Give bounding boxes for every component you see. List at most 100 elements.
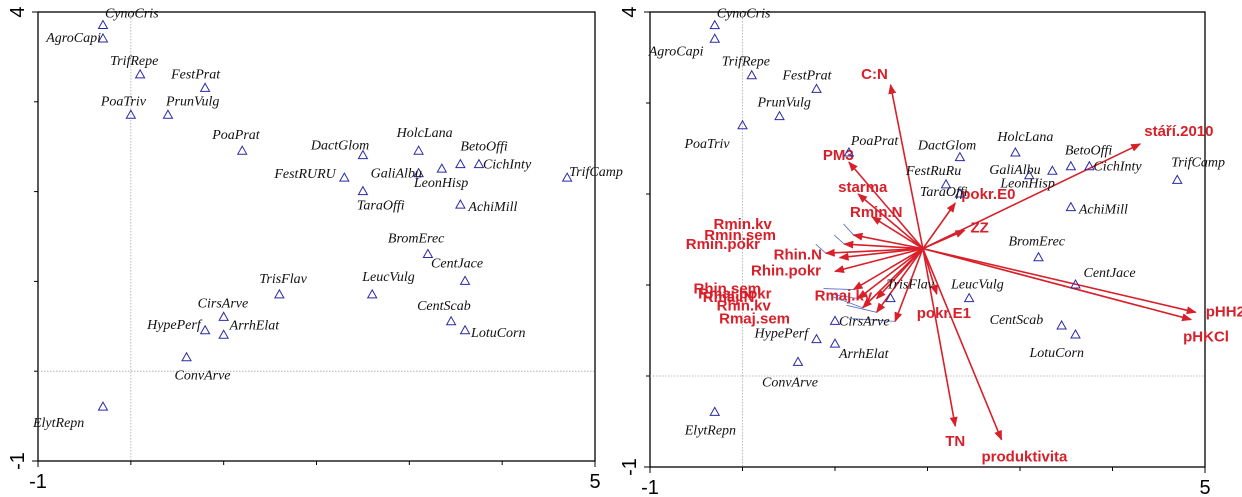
species-point — [236, 145, 248, 155]
species-point — [445, 315, 457, 326]
env-vector-label: pokr.E0 — [961, 186, 1015, 203]
env-vector-label: PM3 — [823, 147, 854, 164]
species-label: AgroCapi — [45, 31, 101, 46]
species-point — [1084, 160, 1095, 171]
env-vector-arrow — [852, 232, 924, 250]
species-point — [709, 406, 721, 416]
species-point — [181, 351, 192, 362]
env-vector-label: Rhin.pokr — [751, 262, 821, 279]
x-tick-label: 5 — [589, 471, 600, 493]
species-label: ElytRepn — [684, 423, 736, 438]
env-vector-arrow — [894, 248, 924, 323]
x-tick-label: -1 — [29, 471, 47, 493]
env-vector-label: Rmin.N — [850, 204, 903, 221]
species-label: FestPrat — [170, 67, 221, 82]
species-point — [954, 151, 966, 162]
species-label: TaraOffi — [357, 199, 405, 214]
env-vector-arrow — [843, 240, 923, 250]
species-label: FestRURU — [273, 167, 336, 182]
species-point — [829, 338, 841, 348]
species-point — [811, 83, 822, 93]
supplementary-link-line — [849, 318, 896, 322]
species-label: BromErec — [1009, 235, 1066, 250]
species-label: BetoOffi — [1065, 144, 1113, 159]
species-label: LotuCorn — [470, 326, 525, 341]
env-vector-arrow — [922, 247, 1193, 322]
species-label: CichInty — [1093, 160, 1142, 175]
species-point — [1070, 278, 1081, 289]
supplementary-link-line — [846, 304, 877, 313]
species-point — [422, 248, 434, 258]
plot-frame — [37, 11, 596, 462]
species-point — [709, 19, 721, 30]
species-point — [1065, 201, 1077, 212]
env-vector-arrow — [871, 216, 924, 250]
env-vector-label: pHH2O — [1206, 303, 1242, 320]
species-point — [843, 147, 855, 157]
species-point — [963, 292, 975, 303]
species-point — [134, 68, 146, 79]
species-label: TrifRepe — [110, 54, 158, 69]
species-label: PoaPrat — [850, 134, 900, 149]
env-vector-arrow — [848, 161, 924, 250]
species-label: HolcLana — [996, 130, 1053, 145]
species-label: HypePerf — [754, 327, 811, 342]
species-point — [97, 32, 109, 43]
env-vector-label: Rmin.sem — [704, 227, 776, 244]
species-label: ElytRepn — [32, 416, 84, 431]
species-point — [218, 311, 230, 321]
species-label: CentScab — [990, 313, 1044, 328]
species-label: LeucVulg — [361, 270, 415, 285]
species-label: ArrhElat — [838, 347, 890, 362]
species-point — [746, 69, 758, 80]
species-label: PrunVulg — [757, 96, 811, 111]
env-vector-arrow — [922, 248, 958, 428]
env-vector-label: Rmin.kv — [714, 216, 773, 233]
species-point — [413, 145, 424, 155]
species-point — [1171, 174, 1183, 184]
species-point — [1033, 251, 1044, 262]
species-label: TrifCamp — [1171, 155, 1225, 170]
env-vector-arrow — [922, 202, 956, 250]
species-point — [436, 163, 448, 173]
env-vector-label: produktivita — [982, 449, 1068, 466]
env-vector-arrow — [857, 193, 924, 250]
species-label: AgroCapi — [648, 44, 704, 59]
species-point — [97, 401, 109, 411]
x-tick-label: 5 — [1199, 477, 1210, 497]
env-vector-arrow — [857, 247, 924, 300]
species-point — [199, 324, 211, 335]
species-label: DactGlom — [310, 139, 369, 154]
env-vector-label: Rhin.sem — [694, 281, 762, 298]
left-ordination-plot: -1 5 -1 4 CynoCris AgroCapi TrifRepe FestPrat Po… — [7, 6, 623, 493]
env-vector-arrow — [852, 247, 924, 291]
species-label: DactGlom — [917, 139, 976, 154]
species-label: LeonHisp — [413, 176, 468, 191]
env-vector-arrow — [888, 83, 924, 249]
species-point — [829, 315, 841, 325]
species-label: CichInty — [483, 158, 532, 173]
species-point — [737, 119, 748, 130]
species-point — [97, 19, 109, 29]
species-label: ConvArve — [175, 369, 231, 384]
species-label: PoaPrat — [211, 128, 261, 143]
species-label: AchiMill — [467, 200, 517, 215]
species-label: PoaTriv — [684, 137, 731, 152]
species-point — [1065, 160, 1077, 171]
env-vector-arrow — [824, 247, 923, 257]
species-point — [357, 185, 369, 196]
env-vector-label: Rmaj.sem — [719, 310, 790, 327]
species-point — [954, 187, 966, 198]
species-point — [885, 292, 896, 303]
x-tick-label: -1 — [641, 477, 659, 497]
species-point — [459, 324, 471, 335]
supplementary-link-line — [843, 223, 854, 236]
species-point — [473, 158, 485, 169]
species-label: AchiMill — [1078, 203, 1128, 218]
species-point — [413, 167, 424, 178]
species-point — [940, 178, 952, 189]
species-label: PrunVulg — [165, 94, 219, 109]
species-point — [811, 333, 822, 344]
env-vector-arrow — [834, 247, 924, 273]
supplementary-link-line — [833, 234, 845, 245]
